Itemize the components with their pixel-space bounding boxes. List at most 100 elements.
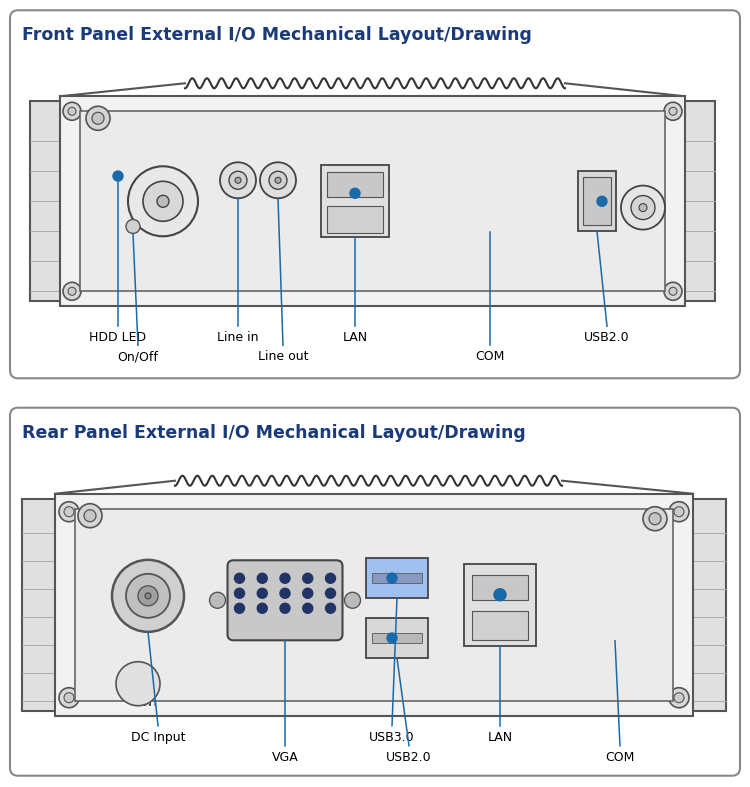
Bar [60, 96, 685, 306]
Circle shape [303, 573, 313, 583]
Text: DC 12V: DC 12V [178, 531, 214, 541]
Text: ANT: ANT [632, 275, 653, 284]
Bar [464, 563, 536, 645]
Circle shape [631, 196, 655, 220]
Text: COM1: COM1 [511, 651, 539, 661]
Circle shape [145, 593, 151, 599]
Circle shape [138, 586, 158, 606]
Circle shape [92, 113, 104, 124]
Text: DC Input: DC Input [130, 730, 185, 744]
Circle shape [126, 220, 140, 234]
Circle shape [59, 688, 79, 708]
Circle shape [116, 662, 160, 706]
Bar [321, 165, 389, 238]
Circle shape [387, 633, 397, 643]
Bar [680, 102, 715, 301]
Bar [80, 111, 665, 291]
Circle shape [387, 573, 397, 583]
Text: On/Off: On/Off [118, 350, 158, 364]
Circle shape [128, 166, 198, 236]
Circle shape [63, 102, 81, 120]
Circle shape [669, 107, 677, 115]
Circle shape [597, 196, 607, 206]
Circle shape [664, 283, 682, 301]
FancyBboxPatch shape [10, 10, 740, 379]
Text: ⇌ 2: ⇌ 2 [389, 664, 405, 673]
Text: SS⟵ 1: SS⟵ 1 [433, 556, 466, 565]
FancyBboxPatch shape [227, 560, 343, 641]
Circle shape [494, 589, 506, 600]
Circle shape [639, 204, 647, 212]
Text: ANT: ANT [152, 275, 173, 284]
FancyBboxPatch shape [435, 170, 545, 232]
Circle shape [326, 588, 335, 598]
Circle shape [235, 604, 244, 613]
Circle shape [344, 593, 361, 608]
Bar [30, 102, 65, 301]
Bar [472, 611, 528, 640]
Bar [372, 633, 422, 643]
Circle shape [643, 507, 667, 530]
Text: ⊞: ⊞ [351, 153, 359, 163]
Text: LAN: LAN [343, 331, 368, 344]
Text: LAN: LAN [488, 730, 512, 744]
Circle shape [621, 186, 665, 230]
Circle shape [303, 588, 313, 598]
Text: USB2.0: USB2.0 [584, 331, 630, 344]
Bar [327, 206, 383, 233]
Circle shape [235, 588, 244, 598]
Circle shape [669, 287, 677, 295]
Bar [583, 177, 611, 225]
Text: ⊞: ⊞ [350, 146, 360, 159]
Circle shape [269, 172, 287, 190]
Bar [372, 573, 422, 583]
Circle shape [78, 504, 102, 528]
Circle shape [59, 502, 79, 522]
Circle shape [84, 510, 96, 522]
Text: Front Panel External I/O Mechanical Layout/Drawing: Front Panel External I/O Mechanical Layo… [22, 26, 532, 44]
Circle shape [209, 593, 226, 608]
Circle shape [64, 507, 74, 517]
Bar [22, 499, 60, 711]
Text: USB2.0: USB2.0 [386, 751, 432, 763]
Circle shape [275, 177, 281, 183]
Text: COM: COM [478, 240, 502, 250]
Bar [55, 493, 693, 715]
Bar [366, 558, 428, 598]
Circle shape [350, 188, 360, 198]
Text: ⊕: ⊕ [272, 190, 280, 199]
Text: USB3.0: USB3.0 [369, 730, 415, 744]
Bar [75, 508, 673, 700]
Circle shape [257, 588, 267, 598]
Circle shape [68, 287, 76, 295]
Circle shape [257, 604, 267, 613]
Circle shape [68, 107, 76, 115]
Circle shape [112, 560, 184, 632]
Text: Rear Panel External I/O Mechanical Layout/Drawing: Rear Panel External I/O Mechanical Layou… [22, 423, 526, 442]
Circle shape [64, 693, 74, 703]
Circle shape [126, 574, 170, 618]
Circle shape [280, 573, 290, 583]
Circle shape [229, 172, 247, 190]
Text: ⊕: ⊕ [232, 190, 239, 199]
Bar [327, 172, 383, 198]
Text: ▭: ▭ [278, 538, 292, 552]
Circle shape [280, 588, 290, 598]
Bar [366, 618, 428, 658]
Circle shape [143, 181, 183, 221]
Circle shape [303, 604, 313, 613]
Text: ANT: ANT [137, 698, 158, 708]
Circle shape [326, 573, 335, 583]
Text: -  ⊙  +: - ⊙ + [178, 544, 210, 554]
Circle shape [63, 283, 81, 301]
Text: HDD LED: HDD LED [89, 331, 146, 344]
Text: COM: COM [605, 751, 634, 763]
Circle shape [326, 604, 335, 613]
FancyBboxPatch shape [565, 569, 665, 641]
Circle shape [260, 162, 296, 198]
Bar [472, 575, 528, 600]
Text: VGA: VGA [272, 751, 298, 763]
Circle shape [86, 106, 110, 131]
Bar [578, 172, 616, 231]
Text: COM: COM [476, 350, 505, 364]
